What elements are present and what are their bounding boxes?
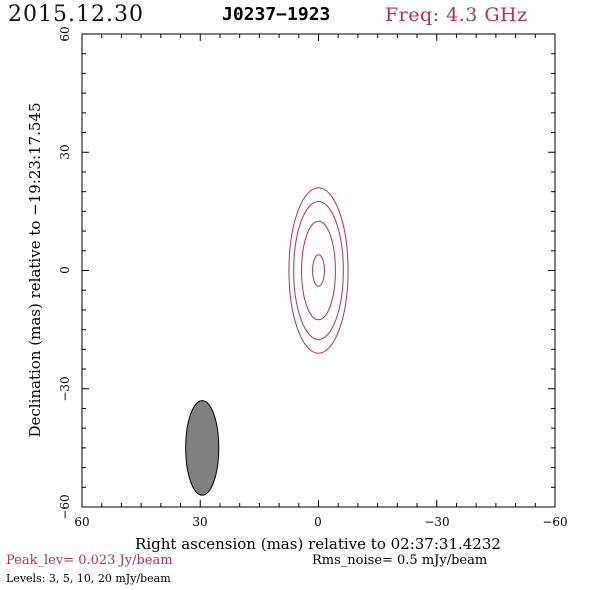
plot-frame (81, 33, 556, 508)
observation-date: 2015.12.30 (8, 2, 144, 27)
x-tick-label: −60 (542, 515, 567, 529)
y-tick-label: −30 (58, 376, 72, 401)
source-name: J0237−1923 (222, 4, 331, 25)
contour-ellipse (288, 187, 349, 354)
rms-noise-text: Rms_noise= 0.5 mJy/beam (312, 553, 488, 568)
contour-levels-text: Levels: 3, 5, 10, 20 mJy/beam (6, 572, 171, 585)
contour-group (288, 187, 349, 354)
beam-ellipse (185, 400, 220, 496)
x-axis-title: Right ascension (mas) relative to 02:37:… (135, 535, 501, 553)
frequency-label: Freq: 4.3 GHz (385, 4, 528, 26)
contour-ellipse (312, 254, 325, 287)
y-tick-label: 30 (58, 144, 72, 159)
x-tick-label: 60 (74, 515, 89, 529)
y-axis-title: Declination (mas) relative to −19:23:17.… (26, 102, 44, 437)
contour-ellipse (293, 201, 344, 340)
contour-ellipse (301, 220, 336, 321)
x-tick-label: 30 (192, 515, 207, 529)
x-tick-label: −30 (424, 515, 449, 529)
y-tick-label: −60 (58, 494, 72, 519)
axis-ticks (81, 33, 556, 508)
peak-level-text: Peak_lev= 0.023 Jy/beam (6, 553, 173, 568)
x-tick-label: 0 (314, 515, 322, 529)
y-tick-label: 60 (58, 26, 72, 41)
y-tick-label: 0 (58, 266, 72, 274)
